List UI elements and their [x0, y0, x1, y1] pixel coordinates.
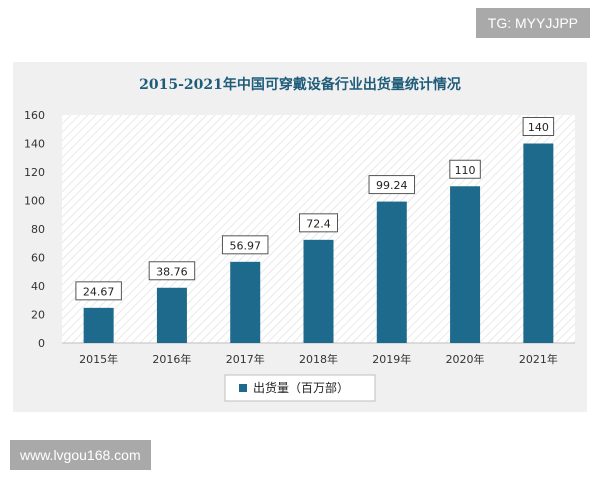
data-label-box	[221, 235, 269, 255]
y-tick-label: 20	[31, 309, 45, 322]
y-tick-label: 140	[24, 138, 45, 151]
x-tick-label: 2020年	[446, 352, 485, 366]
chart-title: 2015-2021年中国可穿戴设备行业出货量统计情况	[139, 77, 461, 93]
x-tick-label: 2017年	[226, 352, 265, 366]
data-label: 99.24	[376, 179, 408, 192]
bar-chart: 0 20 40 60 80 100 120 140 160 24.67 2015年 38.76 2016…	[24, 109, 575, 402]
x-tick-label: 2016年	[152, 352, 191, 366]
bar	[83, 307, 114, 343]
bar	[156, 287, 187, 343]
data-label: 38.76	[156, 265, 188, 278]
legend-box	[224, 374, 376, 402]
tg-badge: TG: MYYJJPP	[475, 8, 590, 38]
y-tick-label: 60	[31, 252, 45, 265]
x-tick-label: 2021年	[519, 352, 558, 366]
y-tick-label: 40	[31, 280, 45, 293]
data-label-box	[449, 159, 481, 179]
y-tick-label: 0	[38, 337, 45, 350]
bar	[523, 143, 554, 343]
data-label-box	[368, 175, 416, 195]
bar	[303, 239, 334, 343]
data-label-box	[148, 261, 196, 281]
legend-swatch	[239, 384, 247, 392]
data-label-box	[299, 213, 338, 233]
x-tick-label: 2018年	[299, 352, 338, 366]
data-label-box	[522, 117, 555, 136]
data-label: 72.4	[306, 217, 331, 230]
data-label: 110	[455, 164, 476, 177]
data-label: 140	[528, 121, 549, 134]
data-label: 24.67	[83, 285, 115, 298]
legend-label: 出货量（百万部）	[253, 380, 349, 395]
data-label-box	[75, 281, 122, 301]
bar	[230, 261, 261, 343]
x-tick-label: 2015年	[79, 352, 118, 366]
x-tick-label: 2019年	[372, 352, 411, 366]
data-label: 56.97	[229, 239, 261, 252]
bar	[376, 201, 407, 343]
chart-panel: 2015-2021年中国可穿戴设备行业出货量统计情况 0 20 40 60 80 100 1…	[13, 62, 587, 412]
y-tick-label: 100	[24, 195, 45, 208]
y-tick-label: 80	[31, 223, 45, 236]
y-tick-label: 160	[24, 109, 45, 122]
site-watermark: www.lvgou168.com	[10, 440, 151, 470]
bar	[450, 186, 481, 343]
y-tick-label: 120	[24, 166, 45, 179]
